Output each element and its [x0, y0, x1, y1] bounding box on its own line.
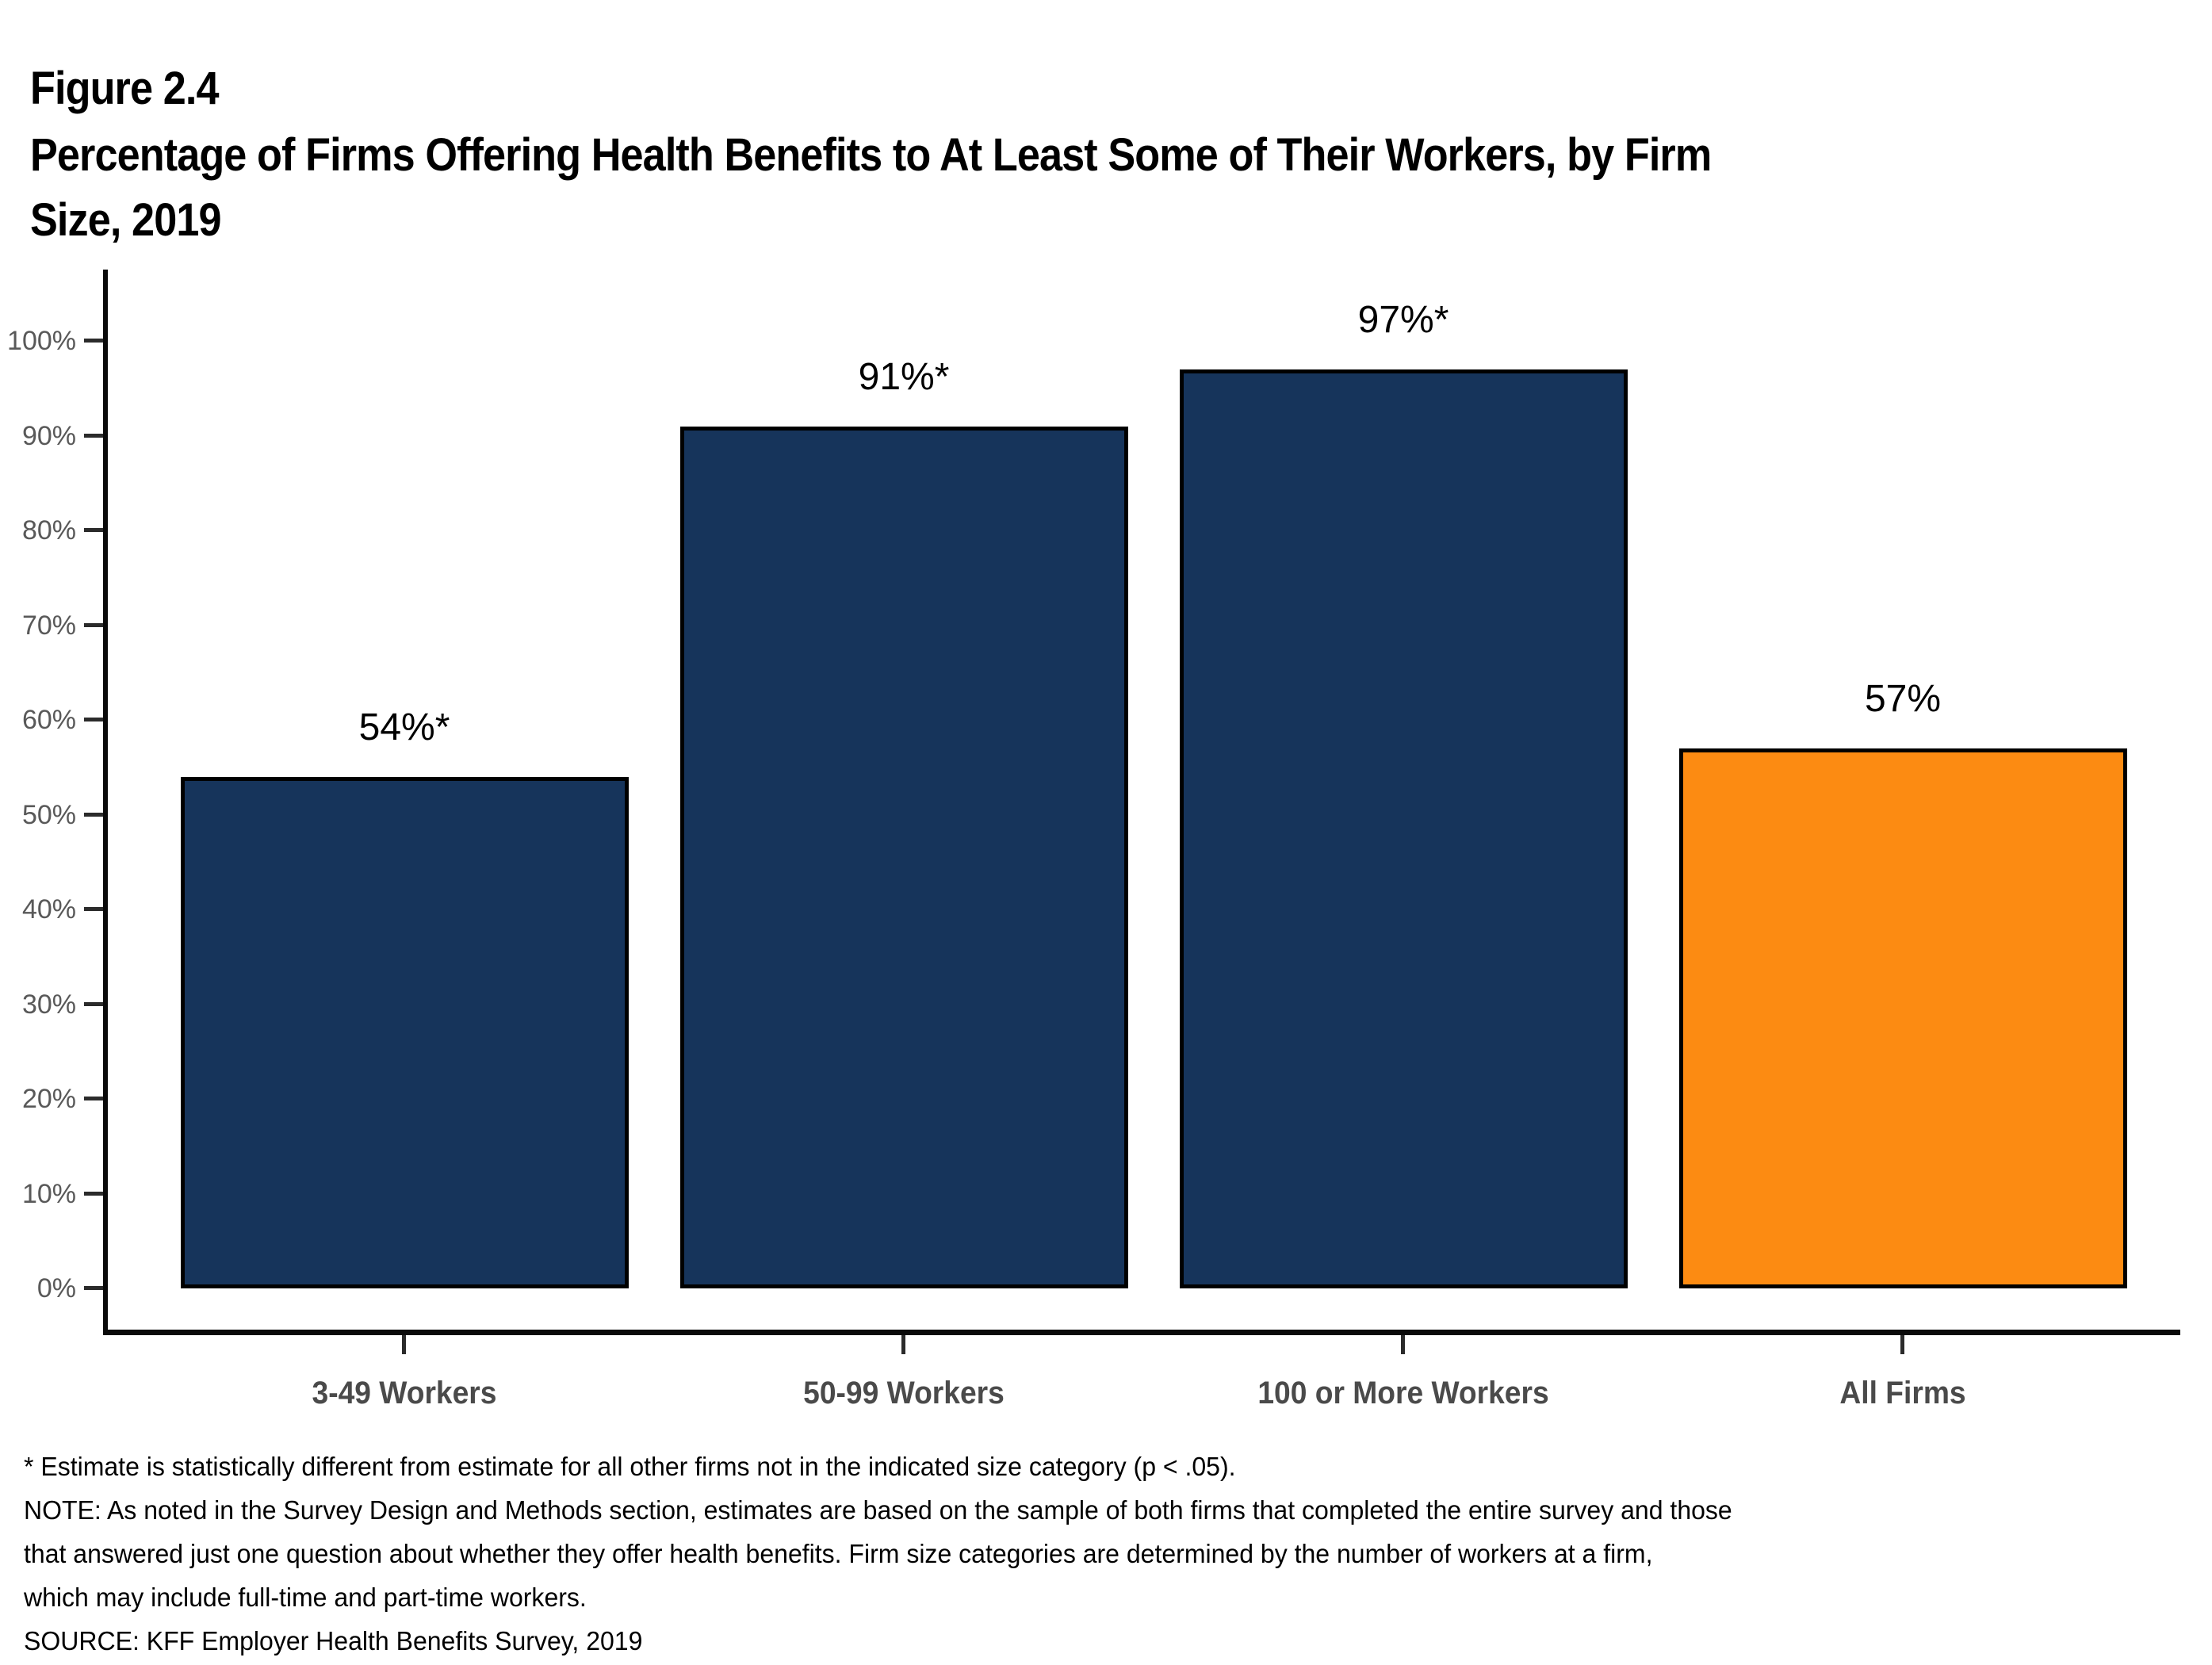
y-axis-tick	[84, 434, 103, 438]
y-axis-tick	[84, 528, 103, 532]
y-axis-tick-label: 20%	[21, 1084, 76, 1114]
bar-50-99-workers	[680, 427, 1128, 1288]
y-axis-tick	[84, 623, 103, 627]
bar-value-label: 97%*	[1357, 299, 1449, 341]
y-axis-tick	[84, 813, 103, 817]
y-axis-tick	[84, 1002, 103, 1006]
y-axis-tick	[84, 1192, 103, 1196]
x-axis-tick	[402, 1335, 406, 1354]
category-label: All Firms	[1839, 1376, 1966, 1410]
y-axis-tick	[84, 718, 103, 722]
category-label: 50-99 Workers	[803, 1376, 1005, 1410]
footnote-note-line-1: NOTE: As noted in the Survey Design and …	[24, 1495, 1732, 1525]
y-axis-tick-label: 50%	[21, 800, 76, 830]
bar-value-label: 54%*	[358, 706, 450, 748]
y-axis-tick-label: 40%	[21, 894, 76, 924]
figure-label: Figure 2.4	[30, 63, 219, 114]
x-axis-tick	[1900, 1335, 1904, 1354]
category-label: 3-49 Workers	[312, 1376, 497, 1410]
x-axis-tick	[901, 1335, 905, 1354]
chart-title-line-2: Size, 2019	[30, 194, 221, 246]
footnote-note-line-2: that answered just one question about wh…	[24, 1539, 1653, 1568]
footnotes: * Estimate is statistically different fr…	[24, 1445, 1785, 1663]
y-axis-tick-label: 100%	[7, 326, 76, 356]
y-axis-tick-label: 60%	[21, 705, 76, 735]
bar-all-firms	[1679, 748, 2127, 1288]
chart-title-line-1: Percentage of Firms Offering Health Bene…	[30, 129, 1712, 181]
x-axis-line	[103, 1330, 2180, 1335]
y-axis-tick	[84, 1097, 103, 1100]
x-axis-tick	[1401, 1335, 1405, 1354]
y-axis-tick-label: 90%	[21, 421, 76, 451]
y-axis-line	[103, 270, 108, 1335]
y-axis-tick	[84, 339, 103, 343]
footnote-source: SOURCE: KFF Employer Health Benefits Sur…	[24, 1626, 643, 1655]
y-axis-tick	[84, 1286, 103, 1290]
bar-3-49-workers	[181, 777, 629, 1288]
y-axis-tick	[84, 907, 103, 911]
y-axis-tick-label: 0%	[36, 1273, 76, 1303]
footnote-asterisk: * Estimate is statistically different fr…	[24, 1452, 1236, 1481]
bar-value-label: 57%	[1864, 678, 1942, 720]
y-axis-tick-label: 80%	[21, 515, 76, 545]
footnote-note-line-3: which may include full-time and part-tim…	[24, 1583, 587, 1612]
category-label: 100 or More Workers	[1257, 1376, 1549, 1410]
bar-value-label: 91%*	[858, 356, 950, 398]
bar-100-or-more-workers	[1180, 369, 1628, 1288]
y-axis-tick-label: 70%	[21, 610, 76, 641]
y-axis-tick-label: 30%	[21, 989, 76, 1020]
y-axis-tick-label: 10%	[21, 1179, 76, 1209]
